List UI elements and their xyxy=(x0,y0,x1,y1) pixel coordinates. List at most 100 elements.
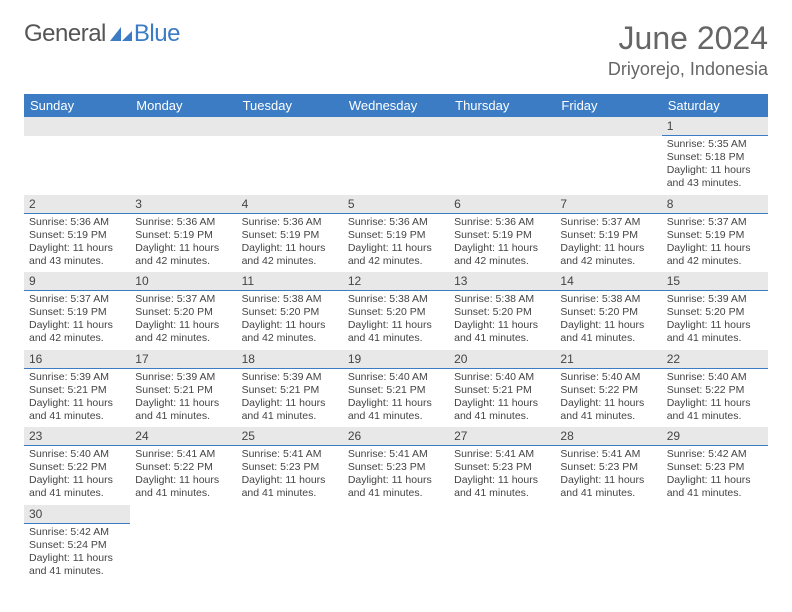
sunset-text: Sunset: 5:22 PM xyxy=(29,461,125,474)
daylight-text: Daylight: 11 hours and 41 minutes. xyxy=(560,397,656,423)
sunrise-text: Sunrise: 5:36 AM xyxy=(348,216,444,229)
sunset-text: Sunset: 5:23 PM xyxy=(242,461,338,474)
day-number: 25 xyxy=(237,427,343,446)
day-body: Sunrise: 5:38 AMSunset: 5:20 PMDaylight:… xyxy=(343,291,449,350)
sunset-text: Sunset: 5:23 PM xyxy=(667,461,763,474)
daylight-text: Daylight: 11 hours and 41 minutes. xyxy=(454,319,550,345)
day-body: Sunrise: 5:40 AMSunset: 5:22 PMDaylight:… xyxy=(662,369,768,428)
day-number: 7 xyxy=(555,195,661,214)
daylight-text: Daylight: 11 hours and 41 minutes. xyxy=(29,552,125,578)
daylight-text: Daylight: 11 hours and 41 minutes. xyxy=(135,397,231,423)
day-body: Sunrise: 5:38 AMSunset: 5:20 PMDaylight:… xyxy=(237,291,343,350)
weekday-header: Monday xyxy=(130,94,236,117)
calendar-cell: 10Sunrise: 5:37 AMSunset: 5:20 PMDayligh… xyxy=(130,272,236,350)
calendar-cell: 12Sunrise: 5:38 AMSunset: 5:20 PMDayligh… xyxy=(343,272,449,350)
sunrise-text: Sunrise: 5:41 AM xyxy=(348,448,444,461)
sunrise-text: Sunrise: 5:39 AM xyxy=(667,293,763,306)
sunrise-text: Sunrise: 5:37 AM xyxy=(135,293,231,306)
sunrise-text: Sunrise: 5:40 AM xyxy=(454,371,550,384)
sunset-text: Sunset: 5:21 PM xyxy=(454,384,550,397)
daylight-text: Daylight: 11 hours and 41 minutes. xyxy=(667,474,763,500)
sunrise-text: Sunrise: 5:39 AM xyxy=(135,371,231,384)
sunrise-text: Sunrise: 5:40 AM xyxy=(29,448,125,461)
logo: General Blue xyxy=(24,20,180,48)
sunset-text: Sunset: 5:23 PM xyxy=(348,461,444,474)
sunrise-text: Sunrise: 5:38 AM xyxy=(560,293,656,306)
daylight-text: Daylight: 11 hours and 42 minutes. xyxy=(29,319,125,345)
calendar-cell: 30Sunrise: 5:42 AMSunset: 5:24 PMDayligh… xyxy=(24,505,130,583)
sunrise-text: Sunrise: 5:41 AM xyxy=(454,448,550,461)
calendar-cell xyxy=(130,117,236,195)
calendar-cell: 8Sunrise: 5:37 AMSunset: 5:19 PMDaylight… xyxy=(662,195,768,273)
calendar-cell: 28Sunrise: 5:41 AMSunset: 5:23 PMDayligh… xyxy=(555,427,661,505)
calendar-cell: 16Sunrise: 5:39 AMSunset: 5:21 PMDayligh… xyxy=(24,350,130,428)
sunrise-text: Sunrise: 5:41 AM xyxy=(560,448,656,461)
empty-day-header xyxy=(343,117,449,136)
daylight-text: Daylight: 11 hours and 41 minutes. xyxy=(29,474,125,500)
day-body: Sunrise: 5:42 AMSunset: 5:23 PMDaylight:… xyxy=(662,446,768,505)
sunset-text: Sunset: 5:20 PM xyxy=(242,306,338,319)
calendar-cell: 5Sunrise: 5:36 AMSunset: 5:19 PMDaylight… xyxy=(343,195,449,273)
calendar-cell: 3Sunrise: 5:36 AMSunset: 5:19 PMDaylight… xyxy=(130,195,236,273)
day-body: Sunrise: 5:36 AMSunset: 5:19 PMDaylight:… xyxy=(237,214,343,273)
calendar-cell: 18Sunrise: 5:39 AMSunset: 5:21 PMDayligh… xyxy=(237,350,343,428)
title-block: June 2024 Driyorejo, Indonesia xyxy=(608,20,768,80)
day-body: Sunrise: 5:41 AMSunset: 5:23 PMDaylight:… xyxy=(237,446,343,505)
day-body: Sunrise: 5:36 AMSunset: 5:19 PMDaylight:… xyxy=(449,214,555,273)
logo-text-blue: Blue xyxy=(134,20,180,48)
sunset-text: Sunset: 5:24 PM xyxy=(29,539,125,552)
sail-icon xyxy=(108,25,134,43)
calendar-cell: 24Sunrise: 5:41 AMSunset: 5:22 PMDayligh… xyxy=(130,427,236,505)
day-number: 16 xyxy=(24,350,130,369)
calendar-cell xyxy=(449,117,555,195)
day-number: 10 xyxy=(130,272,236,291)
day-body: Sunrise: 5:41 AMSunset: 5:23 PMDaylight:… xyxy=(449,446,555,505)
weekday-header-row: Sunday Monday Tuesday Wednesday Thursday… xyxy=(24,94,768,117)
month-title: June 2024 xyxy=(608,20,768,57)
day-number: 24 xyxy=(130,427,236,446)
sunset-text: Sunset: 5:19 PM xyxy=(29,306,125,319)
day-body: Sunrise: 5:37 AMSunset: 5:19 PMDaylight:… xyxy=(24,291,130,350)
sunset-text: Sunset: 5:22 PM xyxy=(135,461,231,474)
sunset-text: Sunset: 5:23 PM xyxy=(454,461,550,474)
calendar-cell: 6Sunrise: 5:36 AMSunset: 5:19 PMDaylight… xyxy=(449,195,555,273)
sunset-text: Sunset: 5:19 PM xyxy=(560,229,656,242)
sunrise-text: Sunrise: 5:42 AM xyxy=(667,448,763,461)
calendar-cell xyxy=(237,505,343,583)
calendar-cell xyxy=(343,505,449,583)
day-body: Sunrise: 5:35 AMSunset: 5:18 PMDaylight:… xyxy=(662,136,768,195)
calendar-cell: 26Sunrise: 5:41 AMSunset: 5:23 PMDayligh… xyxy=(343,427,449,505)
day-body: Sunrise: 5:40 AMSunset: 5:21 PMDaylight:… xyxy=(343,369,449,428)
daylight-text: Daylight: 11 hours and 41 minutes. xyxy=(560,474,656,500)
sunset-text: Sunset: 5:20 PM xyxy=(667,306,763,319)
daylight-text: Daylight: 11 hours and 41 minutes. xyxy=(242,474,338,500)
day-body: Sunrise: 5:37 AMSunset: 5:19 PMDaylight:… xyxy=(662,214,768,273)
day-body: Sunrise: 5:39 AMSunset: 5:21 PMDaylight:… xyxy=(130,369,236,428)
daylight-text: Daylight: 11 hours and 41 minutes. xyxy=(454,474,550,500)
day-body: Sunrise: 5:42 AMSunset: 5:24 PMDaylight:… xyxy=(24,524,130,583)
sunrise-text: Sunrise: 5:40 AM xyxy=(348,371,444,384)
weekday-header: Friday xyxy=(555,94,661,117)
day-number: 6 xyxy=(449,195,555,214)
calendar-week-row: 30Sunrise: 5:42 AMSunset: 5:24 PMDayligh… xyxy=(24,505,768,583)
day-body: Sunrise: 5:40 AMSunset: 5:22 PMDaylight:… xyxy=(24,446,130,505)
sunset-text: Sunset: 5:19 PM xyxy=(667,229,763,242)
sunset-text: Sunset: 5:19 PM xyxy=(242,229,338,242)
weekday-header: Sunday xyxy=(24,94,130,117)
sunrise-text: Sunrise: 5:37 AM xyxy=(667,216,763,229)
sunrise-text: Sunrise: 5:36 AM xyxy=(135,216,231,229)
calendar-table: Sunday Monday Tuesday Wednesday Thursday… xyxy=(24,94,768,582)
sunset-text: Sunset: 5:20 PM xyxy=(560,306,656,319)
day-number: 26 xyxy=(343,427,449,446)
sunset-text: Sunset: 5:20 PM xyxy=(348,306,444,319)
calendar-cell xyxy=(130,505,236,583)
day-body: Sunrise: 5:37 AMSunset: 5:19 PMDaylight:… xyxy=(555,214,661,273)
sunrise-text: Sunrise: 5:40 AM xyxy=(560,371,656,384)
day-number: 2 xyxy=(24,195,130,214)
calendar-cell: 27Sunrise: 5:41 AMSunset: 5:23 PMDayligh… xyxy=(449,427,555,505)
sunrise-text: Sunrise: 5:36 AM xyxy=(242,216,338,229)
day-number: 21 xyxy=(555,350,661,369)
day-body: Sunrise: 5:41 AMSunset: 5:22 PMDaylight:… xyxy=(130,446,236,505)
day-number: 17 xyxy=(130,350,236,369)
calendar-cell: 23Sunrise: 5:40 AMSunset: 5:22 PMDayligh… xyxy=(24,427,130,505)
